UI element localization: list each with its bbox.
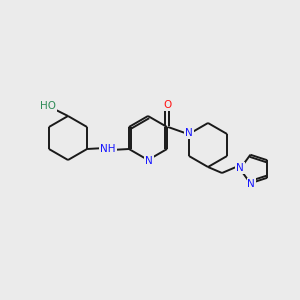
Text: N: N	[185, 128, 193, 138]
Text: NH: NH	[100, 144, 116, 154]
Text: N: N	[248, 179, 255, 189]
Text: N: N	[145, 156, 153, 166]
Text: HO: HO	[40, 101, 56, 111]
Text: O: O	[163, 100, 171, 110]
Text: N: N	[236, 163, 244, 173]
